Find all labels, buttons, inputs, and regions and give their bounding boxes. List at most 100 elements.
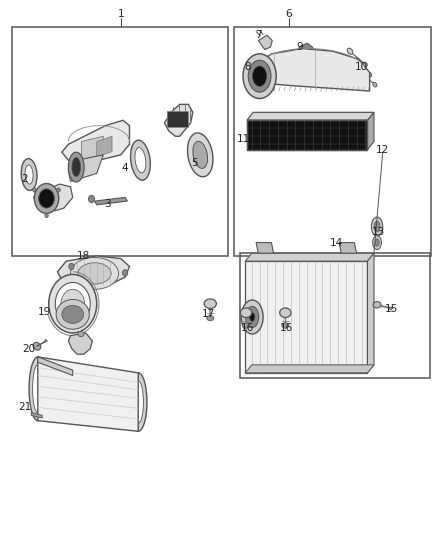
Polygon shape: [43, 340, 47, 343]
Text: 11: 11: [237, 134, 250, 144]
Text: 1: 1: [117, 9, 124, 19]
Ellipse shape: [133, 381, 144, 423]
Polygon shape: [33, 184, 73, 211]
Ellipse shape: [373, 236, 381, 249]
Ellipse shape: [243, 54, 276, 99]
Ellipse shape: [371, 217, 383, 236]
Ellipse shape: [69, 263, 74, 270]
Ellipse shape: [72, 158, 81, 176]
Ellipse shape: [243, 323, 250, 328]
Polygon shape: [164, 104, 193, 136]
Text: 16: 16: [280, 322, 293, 333]
Text: 21: 21: [18, 402, 32, 413]
Text: 6: 6: [286, 9, 292, 19]
Text: 2: 2: [21, 174, 28, 184]
Ellipse shape: [373, 83, 377, 87]
Ellipse shape: [363, 62, 367, 67]
Ellipse shape: [130, 373, 147, 431]
Ellipse shape: [45, 213, 48, 217]
Polygon shape: [367, 253, 374, 373]
Ellipse shape: [375, 239, 379, 246]
Polygon shape: [166, 111, 188, 127]
Ellipse shape: [57, 188, 60, 192]
Ellipse shape: [248, 60, 271, 92]
Polygon shape: [62, 120, 130, 160]
Ellipse shape: [131, 140, 150, 180]
Ellipse shape: [68, 152, 84, 182]
Ellipse shape: [33, 188, 36, 192]
Ellipse shape: [56, 300, 89, 329]
Text: 14: 14: [330, 238, 343, 247]
Polygon shape: [68, 333, 92, 354]
Polygon shape: [97, 136, 112, 157]
Polygon shape: [247, 49, 370, 91]
Polygon shape: [57, 256, 130, 286]
Ellipse shape: [78, 332, 84, 337]
Text: 9: 9: [297, 43, 303, 52]
Ellipse shape: [49, 274, 97, 333]
Ellipse shape: [250, 313, 255, 321]
Ellipse shape: [193, 141, 208, 168]
Text: 18: 18: [77, 251, 90, 261]
Ellipse shape: [282, 323, 289, 328]
Polygon shape: [38, 357, 138, 431]
Ellipse shape: [21, 159, 37, 190]
Text: 16: 16: [241, 322, 254, 333]
Text: 19: 19: [38, 306, 51, 317]
Ellipse shape: [78, 263, 111, 284]
Polygon shape: [258, 35, 272, 50]
Polygon shape: [245, 365, 374, 373]
Polygon shape: [389, 307, 393, 310]
Ellipse shape: [253, 66, 267, 86]
Polygon shape: [31, 413, 42, 418]
Text: 7: 7: [255, 30, 261, 41]
Bar: [240, 253, 430, 378]
Ellipse shape: [207, 316, 214, 321]
Ellipse shape: [246, 306, 259, 328]
Ellipse shape: [32, 365, 43, 413]
Polygon shape: [339, 243, 357, 253]
Ellipse shape: [88, 195, 95, 203]
Bar: [12, 27, 228, 256]
Polygon shape: [247, 112, 374, 120]
Ellipse shape: [135, 148, 146, 173]
Ellipse shape: [123, 270, 128, 276]
Ellipse shape: [374, 221, 380, 232]
Ellipse shape: [240, 308, 252, 318]
Polygon shape: [245, 261, 367, 373]
Text: 12: 12: [376, 144, 389, 155]
Polygon shape: [95, 197, 127, 205]
Ellipse shape: [241, 300, 263, 334]
Polygon shape: [68, 155, 103, 181]
Ellipse shape: [187, 133, 213, 177]
Ellipse shape: [55, 282, 90, 325]
Ellipse shape: [39, 189, 54, 208]
Text: 4: 4: [122, 163, 128, 173]
Ellipse shape: [352, 58, 357, 64]
Text: 20: 20: [22, 344, 35, 354]
Ellipse shape: [357, 68, 362, 75]
Polygon shape: [245, 253, 374, 261]
Ellipse shape: [204, 299, 216, 309]
Text: 17: 17: [201, 309, 215, 319]
Text: 3: 3: [104, 199, 111, 209]
Text: 15: 15: [385, 304, 398, 314]
Polygon shape: [299, 43, 313, 56]
Text: 5: 5: [192, 158, 198, 168]
Bar: [247, 120, 367, 150]
Polygon shape: [256, 243, 274, 253]
Text: 10: 10: [354, 62, 367, 72]
Polygon shape: [81, 136, 103, 160]
Text: 13: 13: [372, 227, 385, 237]
Polygon shape: [38, 357, 73, 375]
Polygon shape: [367, 112, 374, 150]
Polygon shape: [247, 120, 367, 150]
Ellipse shape: [34, 183, 59, 213]
Ellipse shape: [373, 302, 381, 308]
Ellipse shape: [62, 305, 84, 324]
Ellipse shape: [61, 289, 85, 318]
Ellipse shape: [25, 165, 33, 184]
Ellipse shape: [280, 308, 291, 318]
Ellipse shape: [33, 342, 41, 350]
Ellipse shape: [347, 48, 353, 54]
